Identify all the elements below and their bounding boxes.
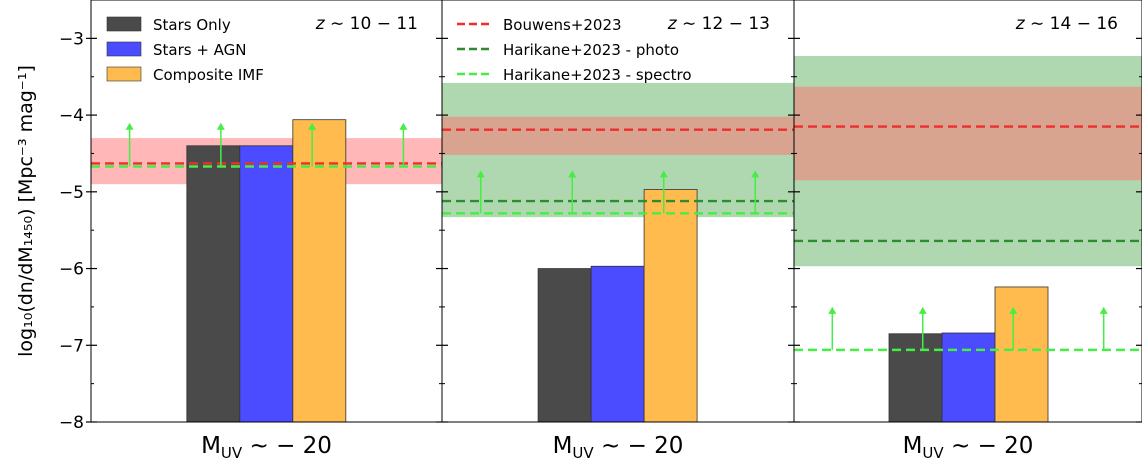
panel-title: z ∼ 12 − 13 — [667, 14, 770, 34]
legend-swatch-bar — [106, 66, 142, 82]
limit-arrow-head — [1099, 306, 1108, 314]
legend-swatch-bar — [106, 16, 142, 32]
x-axis-label: MUV ∼ − 20 — [903, 433, 1034, 458]
bouwens-band — [794, 86, 1142, 181]
panel-3 — [794, 56, 1142, 423]
legend-label: Composite IMF — [153, 66, 264, 84]
redshift-symbol: z — [1015, 14, 1026, 34]
legend-label: Bouwens+2023 — [503, 16, 622, 34]
y-tick-label: −6 — [59, 260, 84, 280]
legends: Stars Only Stars + AGN Composite IMF Bouwen… — [106, 16, 692, 84]
panel-1 — [91, 119, 442, 423]
legend-label: Stars Only — [153, 16, 231, 34]
bar-stars-agn — [941, 332, 996, 423]
panel-2 — [442, 82, 794, 423]
limit-arrow-head — [399, 122, 408, 130]
y-tick-label: −7 — [59, 336, 84, 356]
redshift-symbol: z — [315, 14, 326, 34]
bar-composite-imf — [643, 189, 698, 423]
xlabel-subscript: UV — [922, 444, 944, 458]
limit-arrow-head — [828, 306, 837, 314]
panel-frame — [793, 0, 1142, 423]
y-axis-label: log₁₀(dn/dM₁₄₅₀) [Mpc⁻³ mag⁻¹] — [15, 65, 37, 357]
redshift-range: ∼ 12 − 13 — [677, 14, 770, 34]
xlabel-value: ∼ − 20 — [594, 433, 684, 458]
panel-title: z ∼ 10 − 11 — [315, 14, 418, 34]
bar-stars-agn — [590, 265, 645, 423]
bar-composite-imf — [292, 119, 347, 423]
redshift-range: ∼ 14 − 16 — [1025, 14, 1118, 34]
legend-label: Harikane+2023 - spectro — [503, 66, 692, 84]
limit-arrow-head — [918, 306, 927, 314]
limit-arrow-head — [568, 170, 577, 178]
bouwens-band — [442, 116, 794, 155]
legend-label: Harikane+2023 - photo — [503, 41, 679, 59]
legend-label: Stars + AGN — [153, 41, 247, 59]
y-tick-label: −4 — [59, 106, 84, 126]
y-tick-label: −5 — [59, 183, 84, 203]
xlabel-symbol: M — [903, 433, 923, 458]
xlabel-subscript: UV — [221, 444, 243, 458]
redshift-symbol: z — [667, 14, 678, 34]
xlabel-value: ∼ − 20 — [242, 433, 332, 458]
xlabel-value: ∼ − 20 — [944, 433, 1034, 458]
plot-area — [91, 56, 1142, 423]
redshift-range: ∼ 10 − 11 — [325, 14, 418, 34]
limit-arrow-head — [659, 170, 668, 178]
legend-swatch-bar — [106, 41, 142, 57]
bar-stars-agn — [239, 145, 294, 423]
xlabel-subscript: UV — [572, 444, 594, 458]
bar-stars-only — [186, 145, 241, 423]
axes: −8 −7 −6 −5 −4 −3 — [59, 0, 1142, 433]
bar-stars-only — [888, 333, 943, 423]
ylabel-main: log₁₀(dn/dM₁₄₅₀) — [15, 208, 37, 356]
ylabel-units: [Mpc⁻³ mag⁻¹] — [15, 65, 37, 208]
limit-arrow-head — [1009, 306, 1018, 314]
limit-arrow-head — [308, 122, 317, 130]
bar-composite-imf — [994, 286, 1049, 423]
xlabel-symbol: M — [553, 433, 573, 458]
limit-arrow-head — [216, 122, 225, 130]
x-axis-label: MUV ∼ − 20 — [553, 433, 684, 458]
y-tick-label: −3 — [59, 29, 84, 49]
xlabel-symbol: M — [201, 433, 221, 458]
limit-arrow-head — [125, 122, 134, 130]
panel-title: z ∼ 14 − 16 — [1015, 14, 1118, 34]
bar-stars-only — [537, 268, 592, 423]
limit-arrow-head — [751, 170, 760, 178]
x-axis-label: MUV ∼ − 20 — [201, 433, 332, 458]
limit-arrow-head — [476, 170, 485, 178]
y-tick-label: −8 — [59, 413, 84, 433]
